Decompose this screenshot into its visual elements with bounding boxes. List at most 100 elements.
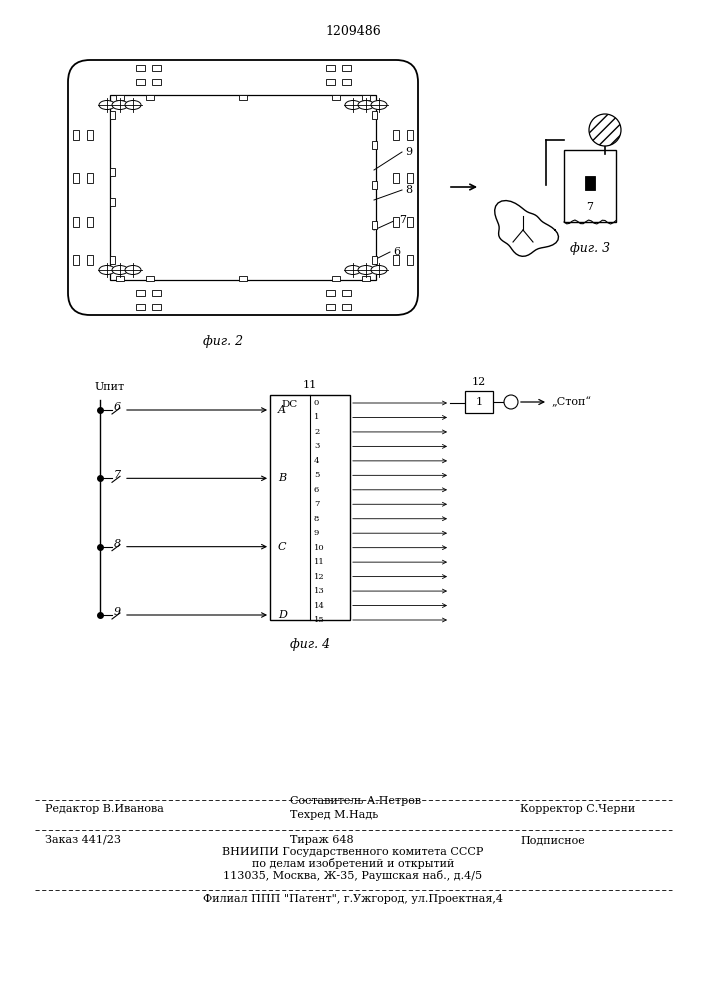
Text: 12: 12 [314,573,325,581]
Text: Корректор С.Черни: Корректор С.Черни [520,804,636,814]
Text: C: C [278,542,286,552]
Bar [110,95,376,280]
Bar [393,217,399,227]
Ellipse shape [99,101,115,109]
Bar [73,255,79,265]
Ellipse shape [125,265,141,274]
Bar [407,130,413,140]
Text: Тираж 648: Тираж 648 [290,835,354,845]
Bar [73,130,79,140]
Text: 9: 9 [314,529,320,537]
Text: 6: 6 [314,486,320,494]
Text: 0: 0 [314,399,320,407]
Bar [136,79,144,85]
Bar [325,65,334,71]
Bar [110,168,115,176]
Text: „Стоп“: „Стоп“ [551,397,591,407]
Bar [407,173,413,183]
Bar [341,79,351,85]
Text: 12: 12 [472,377,486,387]
Text: 7: 7 [314,500,320,508]
Bar [325,304,334,310]
Bar [371,111,377,119]
Bar [407,255,413,265]
Bar [136,290,144,296]
Bar [87,217,93,227]
Ellipse shape [125,101,141,109]
Text: ВНИИПИ Государственного комитета СССР: ВНИИПИ Государственного комитета СССР [222,847,484,857]
Bar [332,95,340,100]
Text: 9: 9 [113,607,121,617]
Bar [371,141,377,149]
Bar [270,395,350,620]
Bar [151,65,160,71]
Ellipse shape [345,101,361,109]
Text: 2: 2 [314,428,320,436]
Text: 1: 1 [475,397,483,407]
Circle shape [504,395,518,409]
Bar [73,217,79,227]
Bar [110,111,115,119]
Bar [110,256,115,264]
Text: 8: 8 [405,185,412,195]
Text: 11: 11 [303,380,317,390]
Bar [151,79,160,85]
Text: 1209486: 1209486 [325,25,381,38]
Text: 6: 6 [393,247,400,257]
Ellipse shape [358,101,374,109]
Text: 7: 7 [399,215,406,225]
Bar [87,173,93,183]
Text: 6: 6 [113,402,121,412]
Text: фиг. 2: фиг. 2 [203,335,243,348]
Circle shape [589,114,621,146]
Ellipse shape [99,265,115,274]
Ellipse shape [371,265,387,274]
Text: Uпит: Uпит [95,382,125,392]
Text: фиг. 4: фиг. 4 [290,638,330,651]
Text: 9: 9 [405,147,412,157]
Text: Редактор В.Иванова: Редактор В.Иванова [45,804,164,814]
Text: 8: 8 [314,515,320,523]
Text: по делам изобретений и открытий: по делам изобретений и открытий [252,858,454,869]
Bar [465,391,493,413]
Bar [136,65,144,71]
Bar [87,255,93,265]
Bar [116,95,124,100]
Bar [87,130,93,140]
Ellipse shape [371,101,387,109]
Text: 113035, Москва, Ж-35, Раушская наб., д.4/5: 113035, Москва, Ж-35, Раушская наб., д.4… [223,870,483,881]
Text: 15: 15 [314,616,325,624]
Text: B: B [278,473,286,483]
Text: 4: 4 [314,457,320,465]
Bar [393,255,399,265]
Bar [73,173,79,183]
Text: 13: 13 [314,587,325,595]
Text: Заказ 441/23: Заказ 441/23 [45,835,121,845]
Bar [110,198,115,206]
Bar [146,275,154,280]
Bar [325,290,334,296]
Bar [136,304,144,310]
Bar [393,173,399,183]
Text: фиг. 3: фиг. 3 [570,242,610,255]
Bar [341,65,351,71]
Text: D: D [278,610,287,620]
Text: A: A [278,405,286,415]
Ellipse shape [358,265,374,274]
Text: Филиал ППП "Патент", г.Ужгород, ул.Проектная,4: Филиал ППП "Патент", г.Ужгород, ул.Проек… [203,894,503,904]
Text: 14: 14 [314,602,325,610]
Bar [407,217,413,227]
Text: DC: DC [282,400,298,409]
Bar [239,275,247,280]
Ellipse shape [112,265,128,274]
Bar [371,256,377,264]
Bar [325,79,334,85]
Bar [341,304,351,310]
Bar [116,275,124,280]
Bar [371,181,377,189]
Ellipse shape [345,265,361,274]
Bar [341,290,351,296]
Bar [362,275,370,280]
Text: Составитель А.Петров: Составитель А.Петров [290,796,421,806]
Text: 7: 7 [113,470,121,480]
